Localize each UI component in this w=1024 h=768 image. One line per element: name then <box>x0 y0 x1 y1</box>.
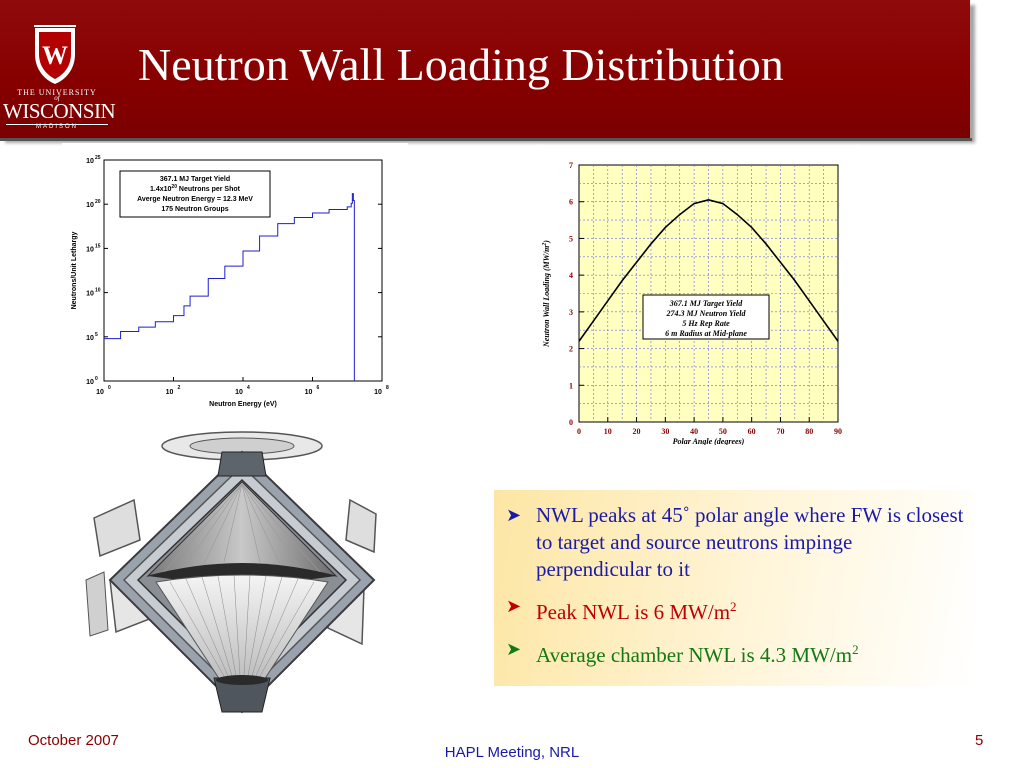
x-tick-label: 10 <box>374 389 382 396</box>
bullet-average-nwl: ➤ Average chamber NWL is 4.3 MW/m2 <box>506 636 964 669</box>
annotation-box <box>119 170 271 218</box>
annotation-line: 6 m Radius at Mid-plane <box>665 329 747 338</box>
wall-loading-chart: 0 10 20 30 40 50 60 70 80 90 0 1 2 3 4 5 6 7 Polar Angle (… <box>537 145 860 445</box>
y-tick-label: 4 <box>569 271 573 280</box>
x-tick-exponent: 0 <box>108 385 111 391</box>
footer-page-number: 5 <box>975 732 984 749</box>
y-tick-exponent: 0 <box>95 376 98 382</box>
x-tick-label: 0 <box>577 427 581 436</box>
x-tick-label: 90 <box>834 427 842 436</box>
x-tick-label: 40 <box>690 427 698 436</box>
annotation-line: Averge Neutron Energy = 12.3 MeV <box>137 196 253 203</box>
y-axis-label: Neutrons/Unit Lethargy <box>71 232 78 310</box>
wall-loading-svg: 0 10 20 30 40 50 60 70 80 90 0 1 2 3 4 5 6 7 Polar Angle (… <box>542 161 842 445</box>
university-logo: W THE UNIVERSITY of WISCONSIN MADISON <box>2 24 116 132</box>
chamber-cutaway-illustration <box>74 430 390 730</box>
x-tick-exponent: 4 <box>247 385 250 391</box>
x-tick-label: 10 <box>166 389 174 396</box>
logo-line-madison: MADISON <box>35 124 78 130</box>
y-tick-exponent: 25 <box>95 155 101 161</box>
x-tick-label: 80 <box>805 427 813 436</box>
annotation-line: 175 Neutron Groups <box>161 206 228 213</box>
chamber-drawing <box>85 431 377 714</box>
y-tick-label: 0 <box>569 418 573 427</box>
y-tick-label: 6 <box>569 198 573 207</box>
title-banner: W THE UNIVERSITY of WISCONSIN MADISON Ne… <box>0 0 970 138</box>
y-tick-label: 2 <box>569 345 573 354</box>
arrow-bullet-icon: ➤ <box>506 596 522 617</box>
x-tick-exponent: 2 <box>178 385 181 391</box>
arrow-bullet-icon: ➤ <box>506 505 522 526</box>
x-tick-label: 70 <box>776 427 784 436</box>
x-tick-label: 10 <box>604 427 612 436</box>
header-rule <box>0 138 972 141</box>
y-tick-label: 10 <box>86 158 94 165</box>
y-tick-label: 10 <box>86 379 94 386</box>
x-tick-label: 10 <box>235 389 243 396</box>
annotation-line: 1.4x1020 Neutrons per Shot <box>150 184 241 193</box>
x-tick-label: 20 <box>633 427 641 436</box>
annotation-line: 274.3 MJ Neutron Yield <box>666 309 747 318</box>
logo-line-of: of <box>54 94 60 102</box>
annotation-line: 367.1 MJ Target Yield <box>160 176 230 183</box>
bullet-superscript: 2 <box>852 642 859 657</box>
footer-meeting: HAPL Meeting, NRL <box>444 744 580 761</box>
svg-text:W: W <box>42 41 68 70</box>
y-tick-label: 10 <box>86 246 94 253</box>
annotation-line: 5 Hz Rep Rate <box>682 319 730 328</box>
x-axis-label: Neutron Energy (eV) <box>209 401 277 408</box>
wall-loading-series <box>578 199 839 342</box>
y-tick-label: 3 <box>569 308 573 317</box>
y-tick-label: 10 <box>86 202 94 209</box>
x-tick-label: 50 <box>719 427 727 436</box>
neutron-spectrum-chart: 10 0 10 2 10 4 10 6 10 8 10 0 10 5 10 10 10 15 10 20 10 25 Neu… <box>62 143 408 413</box>
x-tick-exponent: 8 <box>386 385 389 391</box>
bullet-text: Peak NWL is 6 MW/m <box>536 600 731 624</box>
bullet-nwl-peak-angle: ➤ NWL peaks at 45˚ polar angle where FW … <box>506 502 964 583</box>
bullet-text: Average chamber NWL is 4.3 MW/m <box>536 643 853 667</box>
y-axis-label: Neutron Wall Loading (MW/m2) <box>542 240 551 348</box>
y-tick-label: 10 <box>86 291 94 298</box>
y-tick-label: 5 <box>569 234 573 243</box>
y-tick-exponent: 5 <box>95 332 98 338</box>
x-tick-exponent: 6 <box>317 385 320 391</box>
logo-line-university: THE UNIVERSITY <box>17 88 97 97</box>
bullet-superscript: 2 <box>730 599 737 614</box>
x-tick-label: 10 <box>305 389 313 396</box>
y-tick-exponent: 20 <box>95 199 101 205</box>
arrow-bullet-icon: ➤ <box>506 639 522 660</box>
y-tick-label: 10 <box>86 335 94 342</box>
spectrum-series <box>104 193 355 381</box>
page-title: Neutron Wall Loading Distribution <box>138 39 784 90</box>
bullet-text: NWL peaks at 45˚ polar angle where FW is… <box>536 503 964 581</box>
annotation-box <box>642 294 770 340</box>
x-axis-label: Polar Angle (degrees) <box>673 437 745 445</box>
y-tick-label: 7 <box>569 161 573 170</box>
annotation-line: 367.1 MJ Target Yield <box>669 299 743 308</box>
key-points-box: ➤ NWL peaks at 45˚ polar angle where FW … <box>494 490 974 686</box>
logo-line-wisconsin: WISCONSIN <box>3 99 116 123</box>
crest-icon: W <box>34 25 76 84</box>
y-tick-label: 1 <box>569 381 573 390</box>
x-tick-label: 10 <box>96 389 104 396</box>
y-tick-exponent: 15 <box>95 243 101 249</box>
logo-divider <box>6 124 108 125</box>
footer-date: October 2007 <box>28 732 119 749</box>
bullet-peak-nwl: ➤ Peak NWL is 6 MW/m2 <box>506 593 964 626</box>
x-tick-label: 60 <box>748 427 756 436</box>
x-tick-label: 30 <box>661 427 669 436</box>
y-tick-exponent: 10 <box>95 288 101 294</box>
